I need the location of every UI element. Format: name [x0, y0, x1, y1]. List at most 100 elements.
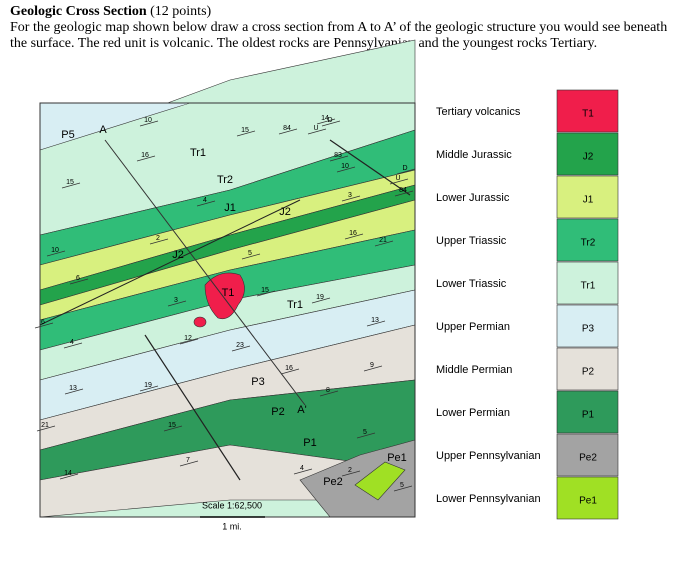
strike-symbol: [149, 238, 169, 245]
header: Geologic Cross Section (12 points) For t…: [10, 4, 680, 52]
unit-label: Tr2: [217, 174, 233, 186]
dip-label: 21: [379, 237, 387, 244]
dip-label: U: [313, 125, 318, 132]
dip-label: 19: [144, 382, 152, 389]
strike-symbol: [231, 345, 251, 352]
dip-label: 15: [66, 179, 74, 186]
dip-label: 8: [326, 387, 330, 394]
dip-label: 23: [236, 342, 244, 349]
dip-label: D: [327, 117, 332, 124]
dip-label: 83: [334, 152, 342, 159]
legend-swatch: [556, 390, 619, 434]
dip-label: U: [395, 175, 400, 182]
legend-code: Pe1: [579, 496, 597, 507]
strike-symbol: [241, 253, 261, 260]
legend-swatch: [556, 261, 619, 305]
legend-code: J2: [583, 152, 594, 163]
volcanic: [193, 316, 207, 328]
strike-symbol: [61, 182, 81, 189]
dip-label: 6: [76, 275, 80, 282]
unit-label: J1: [224, 202, 236, 214]
dip-label: 14: [321, 115, 329, 122]
strike-symbol: [293, 468, 313, 475]
strike-symbol: [167, 300, 187, 307]
legend-name: Lower Jurassic: [436, 192, 510, 204]
unit-label: A: [99, 124, 107, 136]
strike-symbol: [316, 118, 336, 125]
legend-name: Upper Triassic: [436, 235, 507, 247]
dip-label: 13: [69, 385, 77, 392]
strike-symbol: [307, 128, 327, 135]
strike-symbol: [179, 338, 199, 345]
fault: [144, 334, 241, 481]
legend-code: P2: [582, 367, 595, 378]
strike-symbol: [363, 365, 383, 372]
strike-symbol: [319, 390, 339, 397]
instructions: For the geologic map shown below draw a …: [10, 20, 668, 51]
legend-swatch: [556, 433, 619, 477]
strike-symbol: [280, 368, 300, 375]
dip-label: 15: [261, 287, 269, 294]
dip-label: 5: [400, 482, 404, 489]
scale: Scale 1:62,500: [202, 500, 262, 510]
dip-label: 15: [241, 127, 249, 134]
legend-code: Pe2: [579, 453, 597, 464]
legend-name: Upper Permian: [436, 321, 510, 333]
strike-symbol: [139, 385, 159, 392]
strike-symbol: [366, 320, 386, 327]
unit-label: P1: [303, 437, 316, 449]
legend-name: Upper Pennsylvanian: [436, 450, 541, 462]
dip-label: 4: [70, 339, 74, 346]
unit-label: T1: [222, 287, 235, 299]
volcanic: [204, 272, 245, 319]
dip-label: 4: [203, 197, 207, 204]
dip-label: 12: [184, 335, 192, 342]
strike-symbol: [311, 297, 331, 304]
strike-symbol: [393, 485, 413, 492]
legend-name: Lower Pennsylvanian: [436, 493, 541, 505]
dip-label: 7: [186, 457, 190, 464]
strike-symbol: [69, 278, 89, 285]
legend-swatch: [556, 347, 619, 391]
strike-symbol: [329, 155, 349, 162]
strike-symbol: [63, 342, 83, 349]
strike-symbol: [344, 233, 364, 240]
legend-code: Tr2: [581, 238, 596, 249]
strike-symbol: [163, 425, 183, 432]
dip-label: 84: [399, 187, 407, 194]
dip-label: 2: [156, 235, 160, 242]
strike-symbol: [179, 460, 199, 467]
unit-label: P5: [61, 129, 74, 141]
legend-code: P1: [582, 410, 595, 421]
map-unit: [40, 103, 190, 135]
dip-label: 13: [371, 317, 379, 324]
unit-label: Pe1: [387, 452, 407, 464]
fault: [329, 139, 411, 196]
strike-symbol: [34, 322, 54, 329]
dip-label: 9: [370, 362, 374, 369]
dip-label: 15: [168, 422, 176, 429]
strike-symbol: [236, 130, 256, 137]
dip-label: 10: [341, 163, 349, 170]
dip-label: 5: [248, 250, 252, 257]
title: Geologic Cross Section: [10, 4, 147, 19]
strike-symbol: [396, 168, 416, 175]
dip-label: 14: [64, 470, 72, 477]
legend-code: T1: [582, 109, 594, 120]
dip-label: 19: [316, 294, 324, 301]
dip-label: 3: [348, 192, 352, 199]
dip-label: 4: [300, 465, 304, 472]
legend-code: Tr1: [581, 281, 596, 292]
unit-label: P2: [271, 406, 284, 418]
dip-label: 10: [144, 117, 152, 124]
strike-symbol: [46, 250, 66, 257]
strike-symbol: [356, 432, 376, 439]
legend-name: Lower Triassic: [436, 278, 507, 290]
dip-label: 2: [348, 467, 352, 474]
dip-label: 3: [174, 297, 178, 304]
dip-label: 16: [285, 365, 293, 372]
strike-symbol: [278, 128, 298, 135]
strike-symbol: [136, 155, 156, 162]
dip-label: 16: [141, 152, 149, 159]
dip-label: D: [402, 165, 407, 172]
